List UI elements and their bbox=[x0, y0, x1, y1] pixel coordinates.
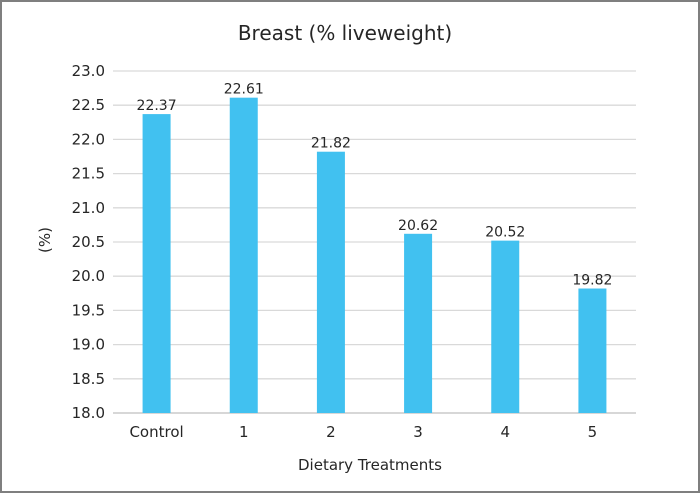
y-tick-label: 21.5 bbox=[72, 165, 105, 183]
data-label: 20.62 bbox=[398, 218, 438, 234]
x-tick-label: 5 bbox=[588, 423, 598, 441]
gridlines bbox=[113, 70, 636, 414]
y-tick-label: 19.5 bbox=[72, 301, 105, 319]
y-tick-label: 20.5 bbox=[72, 233, 105, 251]
x-axis-ticks: Control 1 2 3 4 5 bbox=[129, 423, 597, 441]
y-tick-label: 22.0 bbox=[72, 130, 105, 148]
x-tick-label: 2 bbox=[326, 423, 336, 441]
data-label: 19.82 bbox=[572, 273, 612, 289]
y-tick-label: 18.0 bbox=[72, 404, 105, 422]
y-tick-label: 23.0 bbox=[72, 62, 105, 80]
bar-4 bbox=[491, 240, 520, 413]
bar-control bbox=[142, 114, 171, 413]
x-tick-label: 1 bbox=[239, 423, 249, 441]
x-tick-label: 3 bbox=[413, 423, 423, 441]
data-label: 22.37 bbox=[137, 98, 177, 114]
x-axis-label: Dietary Treatments bbox=[298, 456, 442, 474]
x-tick-label: 4 bbox=[500, 423, 510, 441]
data-label: 20.52 bbox=[485, 225, 525, 241]
bar-1 bbox=[229, 97, 258, 414]
y-tick-label: 21.0 bbox=[72, 199, 105, 217]
y-tick-label: 20.0 bbox=[72, 267, 105, 285]
y-axis-ticks: 18.0 18.5 19.0 19.5 20.0 20.5 21.0 21.5 22.0 22.5… bbox=[72, 62, 105, 422]
y-tick-label: 18.5 bbox=[72, 370, 105, 388]
bar-5 bbox=[578, 288, 607, 413]
y-axis-label: (%) bbox=[36, 227, 54, 253]
chart-title: Breast (% liveweight) bbox=[238, 21, 452, 45]
y-tick-label: 22.5 bbox=[72, 96, 105, 114]
bars bbox=[142, 97, 607, 414]
bar-2 bbox=[316, 151, 345, 413]
data-label: 21.82 bbox=[311, 136, 351, 152]
data-labels: 22.37 22.61 21.82 20.62 20.52 19.82 bbox=[137, 82, 613, 289]
bar-3 bbox=[404, 233, 433, 413]
y-tick-label: 19.0 bbox=[72, 336, 105, 354]
data-label: 22.61 bbox=[224, 82, 264, 98]
x-tick-label: Control bbox=[129, 423, 183, 441]
